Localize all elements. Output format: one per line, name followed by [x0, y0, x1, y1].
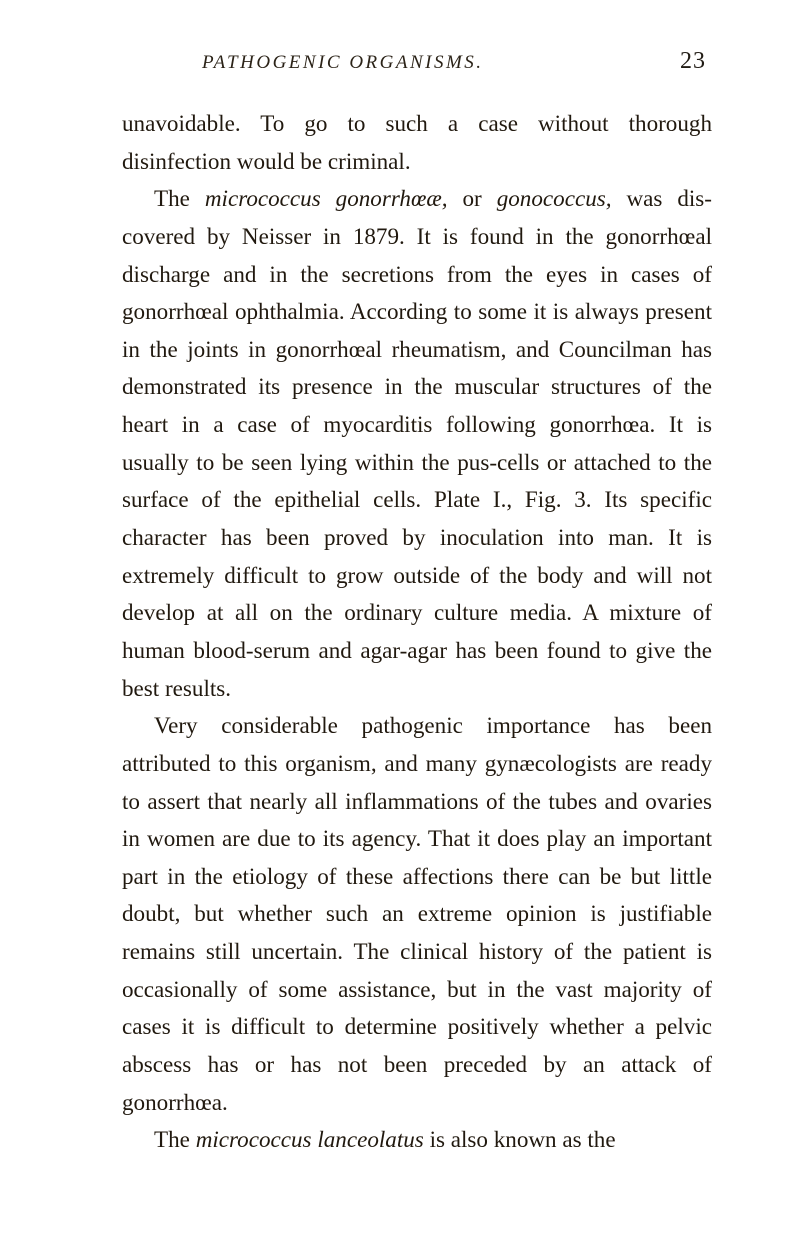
- p4-run-a: The: [154, 1126, 196, 1152]
- p2-run-a: The: [154, 185, 205, 211]
- page: PATHOGENIC ORGANISMS. 23 unavoidable. To…: [0, 0, 800, 1251]
- p2-italic-1: micrococcus gonorrhœæ,: [205, 185, 448, 211]
- paragraph-1: unavoidable. To go to such a case withou…: [122, 105, 712, 180]
- running-head: PATHOGENIC ORGANISMS. 23: [122, 48, 712, 75]
- body-text: unavoidable. To go to such a case withou…: [122, 105, 712, 1159]
- p4-italic-1: micrococcus lanceolatus: [196, 1126, 424, 1152]
- p2-italic-2: gonococcus,: [497, 185, 612, 211]
- p2-run-b: or: [448, 185, 497, 211]
- paragraph-3: Very considerable pathogenic importance …: [122, 707, 712, 1121]
- p4-run-b: is also known as the: [424, 1126, 616, 1152]
- p2-run-c: was dis­covered by Neisser in 1879. It i…: [122, 185, 712, 700]
- paragraph-4: The micrococcus lanceolatus is also know…: [122, 1121, 712, 1159]
- paragraph-2: The micrococcus gonorrhœæ, or gonococcus…: [122, 180, 712, 707]
- running-title: PATHOGENIC ORGANISMS.: [202, 52, 484, 74]
- page-number: 23: [680, 48, 706, 75]
